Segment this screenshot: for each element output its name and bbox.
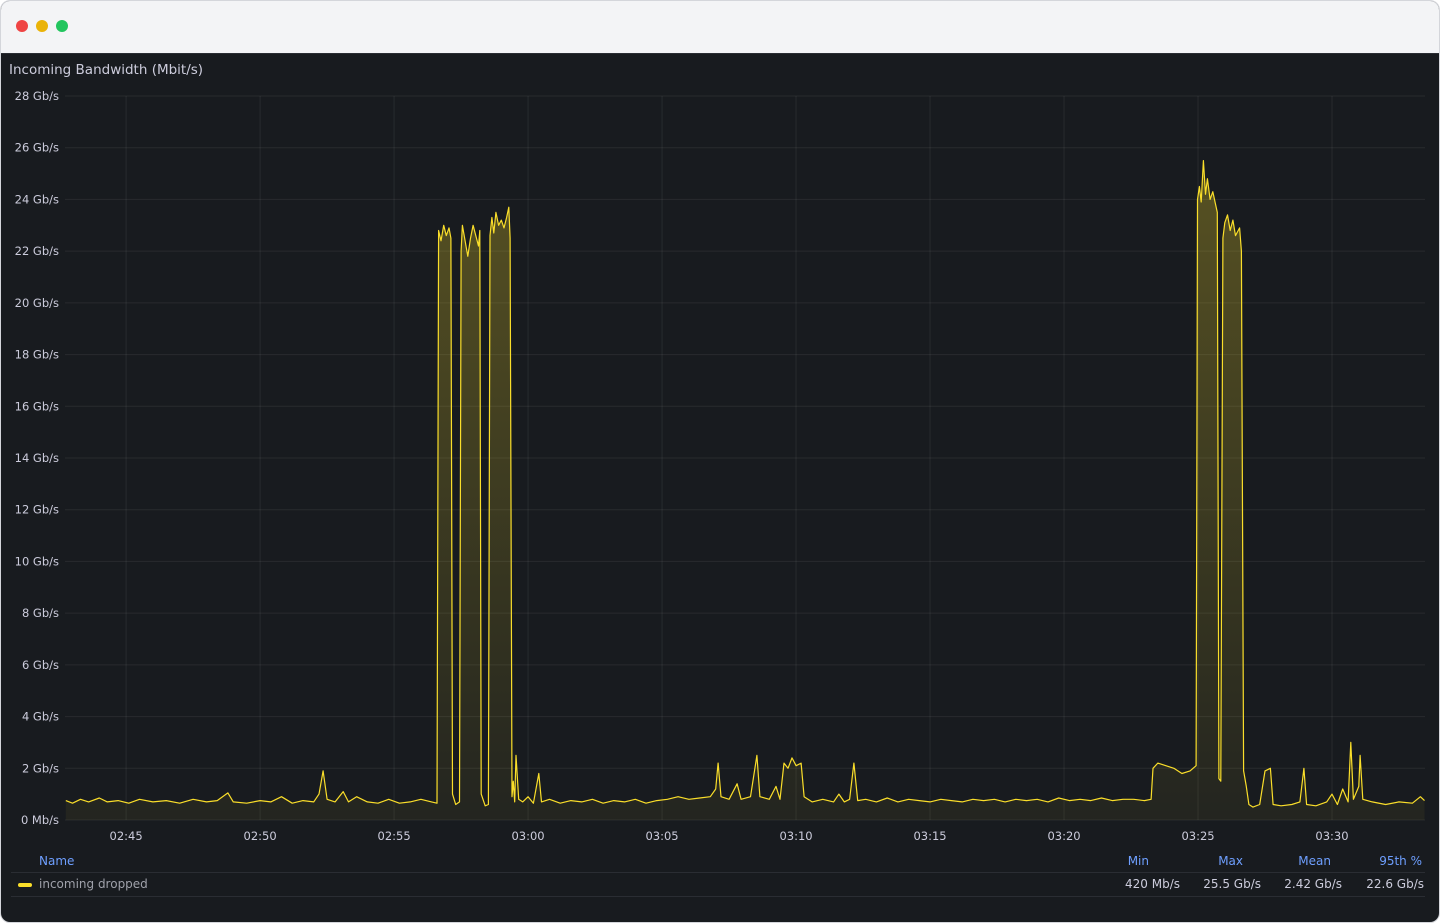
close-window-button[interactable] — [16, 20, 28, 32]
y-tick-label: 26 Gb/s — [15, 141, 59, 155]
y-tick-label: 4 Gb/s — [22, 710, 59, 724]
y-tick-label: 14 Gb/s — [15, 451, 59, 465]
y-tick-label: 12 Gb/s — [15, 503, 59, 517]
y-tick-label: 16 Gb/s — [15, 399, 59, 413]
x-tick-label: 02:50 — [244, 829, 277, 843]
legend-min-value: 420 Mb/s — [1125, 877, 1180, 891]
legend-header-min[interactable]: Min — [1127, 854, 1149, 868]
legend-divider — [11, 896, 1425, 897]
legend-header-mean[interactable]: Mean — [1298, 854, 1331, 868]
x-tick-label: 03:25 — [1181, 829, 1214, 843]
series-color-swatch[interactable] — [18, 883, 32, 887]
maximize-window-button[interactable] — [56, 20, 68, 32]
legend-max-value: 25.5 Gb/s — [1203, 877, 1261, 891]
y-tick-label: 24 Gb/s — [15, 192, 59, 206]
y-tick-label: 18 Gb/s — [15, 348, 59, 362]
x-tick-label: 03:20 — [1047, 829, 1080, 843]
y-tick-label: 8 Gb/s — [22, 606, 59, 620]
y-tick-label: 20 Gb/s — [15, 296, 59, 310]
legend-divider — [11, 872, 1425, 873]
x-tick-label: 03:15 — [913, 829, 946, 843]
legend-header-p95[interactable]: 95th % — [1379, 854, 1422, 868]
x-tick-label: 03:00 — [511, 829, 544, 843]
y-tick-label: 6 Gb/s — [22, 658, 59, 672]
x-tick-label: 02:45 — [110, 829, 143, 843]
y-tick-label: 2 Gb/s — [22, 761, 59, 775]
y-tick-label: 10 Gb/s — [15, 554, 59, 568]
y-tick-label: 0 Mb/s — [21, 813, 59, 827]
legend-series-name[interactable]: incoming dropped — [39, 877, 148, 891]
y-tick-label: 28 Gb/s — [15, 89, 59, 103]
series-line-incoming-dropped — [65, 160, 1425, 808]
panel-title: Incoming Bandwidth (Mbit/s) — [9, 62, 204, 78]
x-tick-label: 03:10 — [779, 829, 812, 843]
legend-mean-value: 2.42 Gb/s — [1284, 877, 1342, 891]
x-tick-label: 02:55 — [378, 829, 411, 843]
legend-p95-value: 22.6 Gb/s — [1366, 877, 1424, 891]
x-tick-label: 03:30 — [1315, 829, 1348, 843]
y-tick-label: 22 Gb/s — [15, 244, 59, 258]
minimize-window-button[interactable] — [36, 20, 48, 32]
title-bar — [1, 1, 1439, 54]
legend-header-max[interactable]: Max — [1218, 854, 1243, 868]
legend-header-name[interactable]: Name — [39, 854, 75, 868]
x-tick-label: 03:05 — [645, 829, 678, 843]
